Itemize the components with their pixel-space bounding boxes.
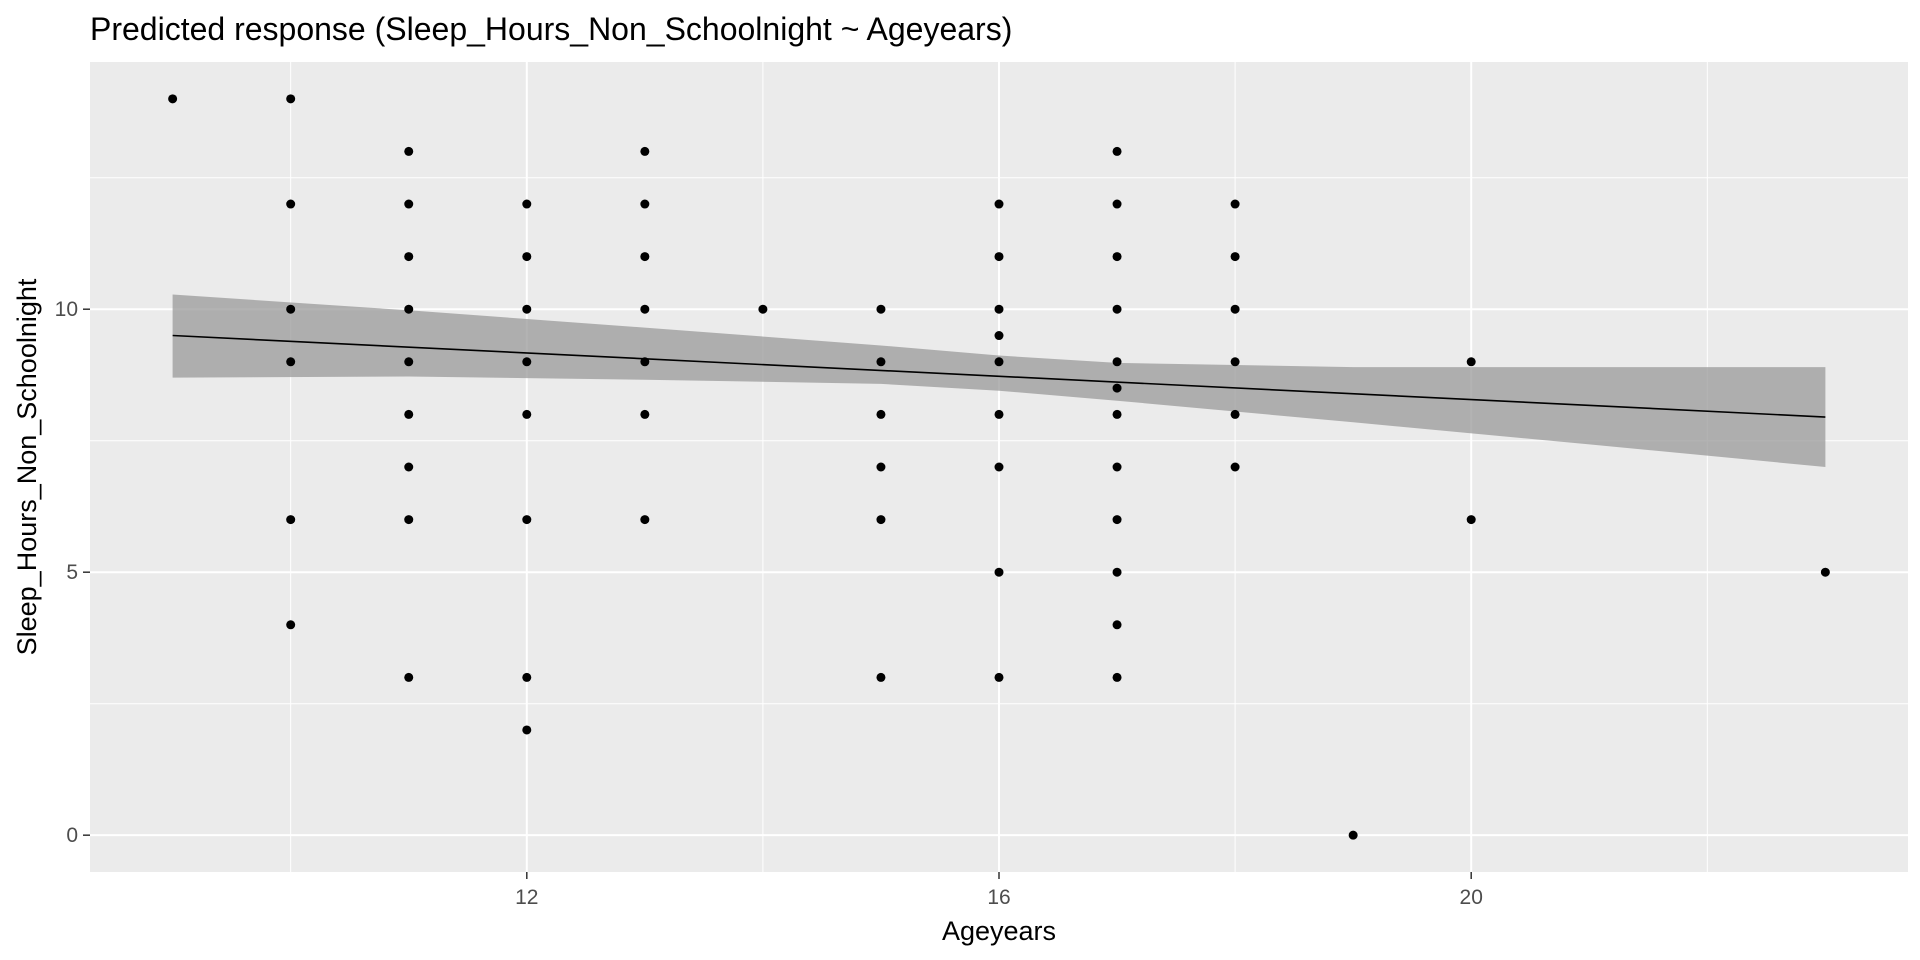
data-point [994,304,1004,314]
data-point [522,357,532,367]
data-point [1112,567,1122,577]
data-point [876,357,886,367]
data-point [404,146,414,156]
x-axis-ticks: 12 16 20 [515,872,1483,909]
x-tick-label: 16 [987,886,1010,909]
data-point [286,620,296,630]
data-point [994,252,1004,262]
data-point [522,515,532,525]
data-point [876,462,886,472]
y-tick-label: 10 [55,298,78,321]
data-point [994,567,1004,577]
data-point [522,304,532,314]
data-point [1230,462,1240,472]
data-point [1112,357,1122,367]
data-point [1112,383,1122,393]
confidence-ribbon [172,294,1826,467]
data-point [168,94,178,104]
data-point [522,725,532,735]
data-point [876,672,886,682]
data-point [404,409,414,419]
data-point [404,515,414,525]
data-point [286,94,296,104]
data-point [1112,462,1122,472]
data-point [1230,199,1240,209]
data-point [758,304,768,314]
data-point [994,331,1004,341]
data-point [286,199,296,209]
data-point [522,199,532,209]
data-point [640,409,650,419]
data-point [1112,672,1122,682]
data-point [286,515,296,525]
data-point [994,409,1004,419]
data-point [994,672,1004,682]
data-point [876,304,886,314]
data-point [1230,252,1240,262]
data-point [640,252,650,262]
data-point [640,304,650,314]
x-axis-title: Ageyears [942,916,1056,946]
chart-title: Predicted response (Sleep_Hours_Non_Scho… [90,11,1012,47]
data-point [522,672,532,682]
data-point [640,146,650,156]
data-point [1112,199,1122,209]
data-point [994,199,1004,209]
data-point [1112,146,1122,156]
x-tick-label: 20 [1460,886,1483,909]
data-point [1112,620,1122,630]
data-point [1348,830,1358,840]
data-point [404,672,414,682]
data-point [1112,515,1122,525]
data-point [640,199,650,209]
data-point [1466,515,1476,525]
data-point [404,357,414,367]
data-point [522,252,532,262]
data-point [640,515,650,525]
data-point [1112,304,1122,314]
data-point [876,409,886,419]
data-point [522,409,532,419]
data-point [1112,409,1122,419]
data-point [286,357,296,367]
y-axis-title: Sleep_Hours_Non_Schoolnight [12,278,42,655]
data-point [1230,304,1240,314]
fit-line [172,334,1826,418]
data-point [404,462,414,472]
data-point [1466,357,1476,367]
x-tick-label: 12 [515,886,538,909]
data-point [404,252,414,262]
data-point [404,199,414,209]
data-point [1230,357,1240,367]
data-point [286,304,296,314]
data-point [994,357,1004,367]
y-axis-ticks: 0 5 10 [55,298,90,847]
data-point [994,462,1004,472]
data-point [1820,567,1830,577]
y-tick-label: 0 [66,824,78,847]
data-point [876,515,886,525]
y-tick-label: 5 [66,561,78,584]
data-points [168,94,1830,840]
data-point [1112,252,1122,262]
data-point [1230,409,1240,419]
data-point [404,304,414,314]
